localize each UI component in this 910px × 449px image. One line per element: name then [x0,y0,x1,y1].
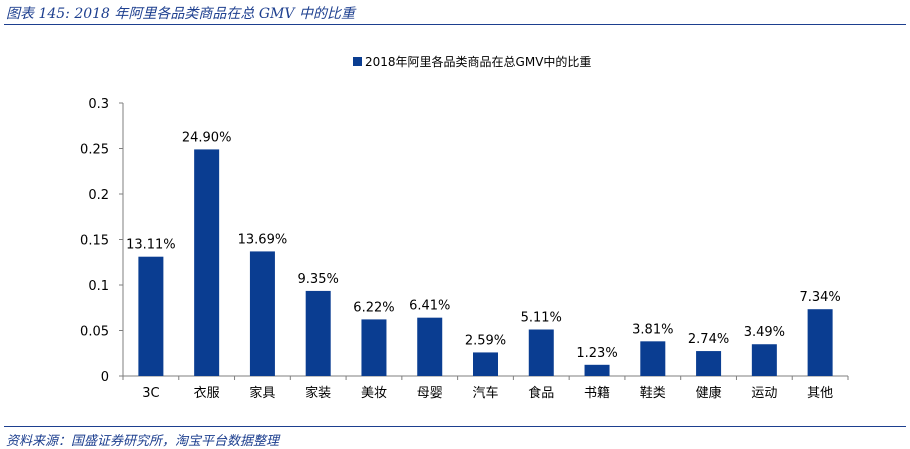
bottom-divider [4,426,906,427]
source-note: 资料来源：国盛证券研究所，淘宝平台数据整理 [6,434,280,449]
data-label: 9.35% [298,272,339,287]
legend-label: 2018年阿里各品类商品在总GMV中的比重 [365,54,591,69]
bar [417,317,443,376]
legend: 2018年阿里各品类商品在总GMV中的比重 [353,54,591,69]
data-label: 2.59% [465,333,506,348]
x-tick-label: 书籍 [584,385,610,401]
x-tick-label: 衣服 [194,385,220,401]
data-label: 3.81% [632,322,673,337]
data-label: 6.41% [409,299,450,314]
x-tick-label: 鞋类 [640,385,666,401]
data-labels-group: 13.11% 24.90% 13.69% 9.35% 6.22% 6.41% 2.59% 5.… [126,130,841,360]
data-label: 7.34% [799,290,840,305]
x-tick-label: 运动 [751,386,777,401]
bar [640,341,666,376]
x-tick-label: 食品 [528,385,554,401]
data-label: 13.11% [126,238,176,253]
bar [249,251,275,376]
y-tick-label: 0.3 [88,97,109,112]
figure-title: 图表 145: 2018 年阿里各品类商品在总 GMV 中的比重 [6,6,355,22]
x-tick-labels-group: 3C 衣服 家具 家装 美妆 母婴 汽车 食品 书籍 鞋类 健康 运动 其他 [142,385,833,401]
bar [138,256,164,376]
data-label: 13.69% [238,232,288,247]
y-tick-labels-group: 0 0.05 0.1 0.15 0.2 0.25 0.3 [80,97,109,385]
bars-group [138,149,833,376]
bar [473,352,498,376]
data-label: 2.74% [688,332,729,347]
data-label: 24.90% [182,130,232,145]
bar [194,149,220,376]
x-tick-label: 家装 [305,385,331,401]
y-tick-label: 0.15 [80,234,109,249]
y-tick-label: 0.1 [88,279,109,294]
x-tick-label: 3C [142,386,159,401]
bar [305,290,331,376]
bar [361,319,387,376]
y-tick-label: 0.05 [80,325,109,340]
x-tick-label: 美妆 [361,386,387,401]
bar [751,344,777,376]
data-label: 1.23% [576,346,617,361]
bar [528,329,554,376]
x-tick-label: 家具 [249,385,275,401]
y-tick-label: 0.2 [88,188,109,203]
y-tick-label: 0.25 [80,143,109,158]
x-tick-label: 汽车 [472,385,498,401]
bar [696,351,722,376]
legend-swatch [353,57,362,66]
x-tick-label: 健康 [696,385,722,401]
bar [807,309,833,376]
top-divider [4,24,906,25]
data-label: 3.49% [744,325,785,340]
y-tick-label: 0 [101,370,109,385]
x-tick-label: 母婴 [417,386,443,401]
data-label: 5.11% [521,310,562,325]
x-tick-label: 其他 [807,386,833,401]
bar [584,364,610,376]
data-label: 6.22% [353,300,394,315]
